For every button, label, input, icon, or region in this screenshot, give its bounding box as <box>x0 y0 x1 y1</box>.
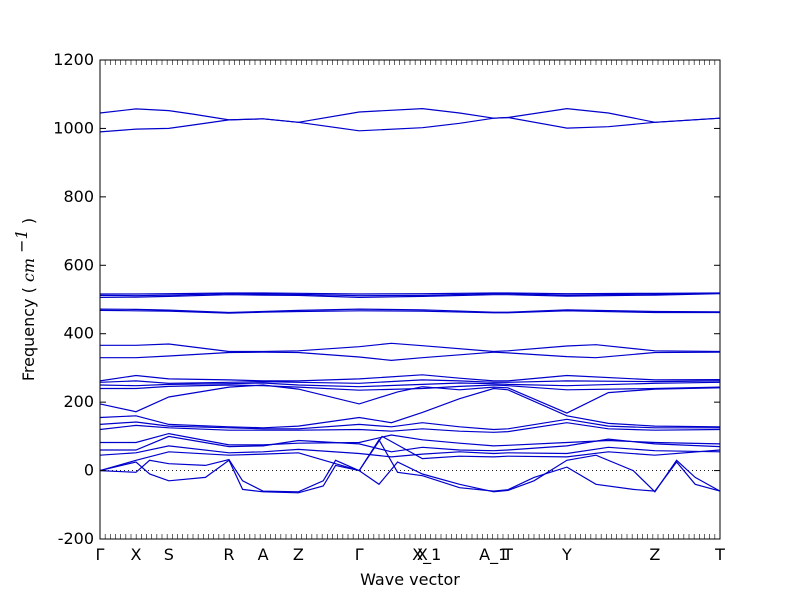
svg-text:Frequency (: Frequency ( cm −1 ) <box>12 218 38 381</box>
x-tick-label: T <box>502 545 513 564</box>
y-tick-label: 0 <box>84 461 94 480</box>
band-line-14 <box>99 384 721 414</box>
band-line-2 <box>99 116 721 133</box>
band-line-12 <box>99 381 721 388</box>
band-line-10 <box>99 374 721 382</box>
band-line-23 <box>99 438 721 494</box>
x-tick-label: Z <box>649 545 660 564</box>
band-line-1 <box>99 107 721 123</box>
band-line-7 <box>99 309 720 314</box>
x-tick-label: Γ <box>355 545 364 564</box>
y-tick-label: 400 <box>63 324 94 343</box>
x-tick-label: Y <box>561 545 572 564</box>
band-line-4 <box>99 292 721 297</box>
y-tick-label: 200 <box>63 392 94 411</box>
x-axis-label: Wave vector <box>360 570 460 589</box>
x-tick-label: T <box>714 545 725 564</box>
x-tick-label: Z <box>293 545 304 564</box>
plot-frame <box>99 59 721 540</box>
band-line-5 <box>99 293 721 299</box>
band-line-8 <box>100 342 721 353</box>
band-line-6 <box>99 308 721 314</box>
x-tick-label: X <box>417 545 428 564</box>
x-tick-label: A_1 <box>479 545 508 565</box>
x-tick-label: X <box>130 545 141 564</box>
band-line-22 <box>99 454 721 493</box>
band-line-20 <box>99 445 721 458</box>
x-tick-label: X_1 <box>412 545 441 565</box>
band-line-21 <box>99 435 721 472</box>
y-tick-label: 1200 <box>53 50 94 69</box>
band-line-11 <box>99 379 721 384</box>
y-tick-label: 1000 <box>53 118 94 137</box>
y-tick-label: 800 <box>63 187 94 206</box>
band-line-17 <box>99 422 721 433</box>
x-tick-label: R <box>223 545 234 564</box>
x-tick-label: A <box>258 545 269 564</box>
band-line-13 <box>100 384 721 391</box>
x-tick-label: Γ <box>96 545 105 564</box>
band-line-3 <box>100 292 721 295</box>
band-line-16 <box>99 418 720 431</box>
band-line-15 <box>99 387 721 429</box>
x-tick-label: S <box>164 545 174 564</box>
y-tick-label: 600 <box>63 255 94 274</box>
band-line-9 <box>100 351 721 362</box>
band-line-18 <box>100 432 721 447</box>
y-axis-label: Frequency ( cm −1 ) <box>12 218 38 381</box>
y-tick-label: -200 <box>58 529 94 548</box>
